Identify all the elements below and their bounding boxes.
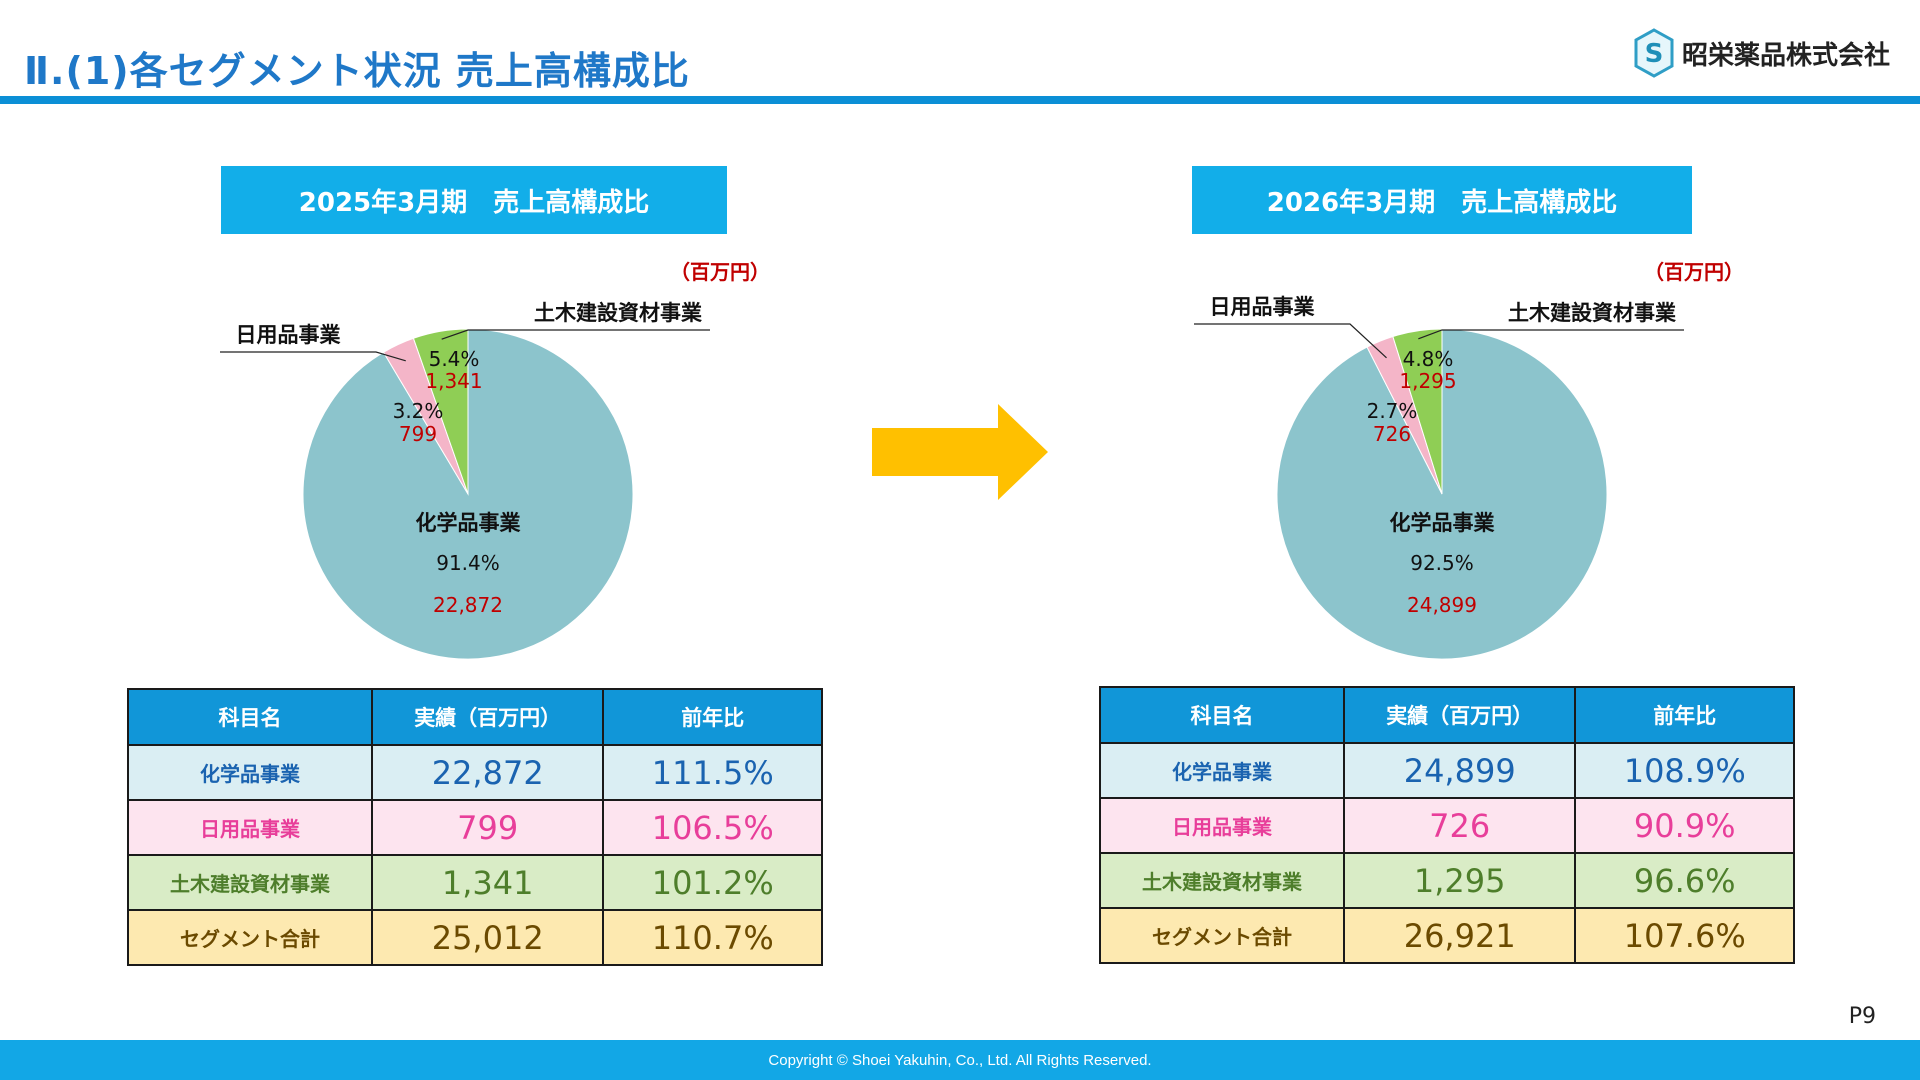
callout-label-daily: 日用品事業 xyxy=(236,323,342,347)
cell-result: 1,295 xyxy=(1342,852,1577,909)
leader-line-daily xyxy=(1194,323,1387,359)
col-header-name: 科目名 xyxy=(127,688,373,746)
footer-copyright: Copyright © Shoei Yakuhin, Co., Ltd. All… xyxy=(0,1040,1920,1080)
col-header-result: 実績（百万円） xyxy=(370,688,605,746)
cell-result: 26,921 xyxy=(1342,907,1577,964)
cell-name: 土木建設資材事業 xyxy=(127,854,373,911)
table-row-civil: 土木建設資材事業 1,341 101.2% xyxy=(127,854,823,911)
slice-percent-daily: 3.2% xyxy=(393,399,444,423)
page-number: P9 xyxy=(1848,1004,1876,1029)
callout-label-civil: 土木建設資材事業 xyxy=(534,301,703,325)
slice-value-civil: 1,341 xyxy=(425,369,482,393)
table-row-daily: 日用品事業 799 106.5% xyxy=(127,799,823,856)
cell-name: 日用品事業 xyxy=(127,799,373,856)
slice-label-chem: 化学品事業 xyxy=(1390,511,1496,535)
slice-value-civil: 1,295 xyxy=(1399,369,1456,393)
table-row-total: セグメント合計 26,921 107.6% xyxy=(1099,907,1795,964)
slice-value-chem: 24,899 xyxy=(1407,593,1477,617)
table-row-total: セグメント合計 25,012 110.7% xyxy=(127,909,823,966)
page-title: Ⅱ.(1)各セグメント状況 売上高構成比 xyxy=(24,49,690,93)
svg-text:S: S xyxy=(1645,39,1664,69)
slice-value-chem: 22,872 xyxy=(433,593,503,617)
segment-table-2026: 科目名 実績（百万円） 前年比 化学品事業 24,899 108.9% 日用品事… xyxy=(1099,686,1795,964)
col-header-yoy: 前年比 xyxy=(1574,686,1795,744)
unit-label-2026: （百万円） xyxy=(1644,260,1744,284)
col-header-name: 科目名 xyxy=(1099,686,1345,744)
chart-title-2025: 2025年3月期 売上高構成比 xyxy=(221,166,727,234)
slice-percent-daily: 2.7% xyxy=(1367,399,1418,423)
cell-yoy: 107.6% xyxy=(1574,907,1795,964)
company-logo: S 昭栄薬品株式会社 xyxy=(1634,28,1890,78)
cell-yoy: 110.7% xyxy=(602,909,823,966)
cell-result: 25,012 xyxy=(370,909,605,966)
col-header-result: 実績（百万円） xyxy=(1342,686,1577,744)
table-row-chem: 化学品事業 24,899 108.9% xyxy=(1099,742,1795,799)
pie-chart-2025: 化学品事業 91.4% 22,872 5.4%1,341 3.2%799 土木建設資材事業… xyxy=(220,301,710,660)
leader-line-daily xyxy=(220,351,406,362)
cell-yoy: 111.5% xyxy=(602,744,823,801)
slice-percent-chem: 92.5% xyxy=(1410,551,1474,575)
cell-name: 化学品事業 xyxy=(1099,742,1345,799)
header-divider xyxy=(0,96,1920,104)
callout-label-civil: 土木建設資材事業 xyxy=(1508,301,1677,325)
segment-table-2025: 科目名 実績（百万円） 前年比 化学品事業 22,872 111.5% 日用品事… xyxy=(127,688,823,966)
col-header-yoy: 前年比 xyxy=(602,688,823,746)
cell-name: セグメント合計 xyxy=(1099,907,1345,964)
slice-percent-chem: 91.4% xyxy=(436,551,500,575)
right-arrow-icon xyxy=(872,404,1048,500)
table-header-row: 科目名 実績（百万円） 前年比 xyxy=(1099,686,1795,744)
cell-name: セグメント合計 xyxy=(127,909,373,966)
table-row-daily: 日用品事業 726 90.9% xyxy=(1099,797,1795,854)
cell-result: 22,872 xyxy=(370,744,605,801)
chart-title-2026: 2026年3月期 売上高構成比 xyxy=(1192,166,1692,234)
cell-name: 土木建設資材事業 xyxy=(1099,852,1345,909)
table-row-civil: 土木建設資材事業 1,295 96.6% xyxy=(1099,852,1795,909)
cell-yoy: 108.9% xyxy=(1574,742,1795,799)
pie-slice-civil xyxy=(1392,328,1443,495)
cell-result: 24,899 xyxy=(1342,742,1577,799)
cell-yoy: 101.2% xyxy=(602,854,823,911)
leader-line-civil xyxy=(1418,329,1684,340)
cell-yoy: 96.6% xyxy=(1574,852,1795,909)
table-header-row: 科目名 実績（百万円） 前年比 xyxy=(127,688,823,746)
cell-result: 1,341 xyxy=(370,854,605,911)
company-name: 昭栄薬品株式会社 xyxy=(1681,40,1890,71)
cell-yoy: 106.5% xyxy=(602,799,823,856)
cell-result: 726 xyxy=(1342,797,1577,854)
leader-line-civil xyxy=(441,329,710,340)
cell-name: 化学品事業 xyxy=(127,744,373,801)
slice-percent-civil: 5.4% xyxy=(429,347,480,371)
slice-value-daily: 726 xyxy=(1373,422,1411,446)
pie-slice-civil xyxy=(412,328,469,495)
callout-label-daily: 日用品事業 xyxy=(1210,295,1316,319)
slice-label-chem: 化学品事業 xyxy=(416,511,522,535)
slice-value-daily: 799 xyxy=(399,422,437,446)
cell-name: 日用品事業 xyxy=(1099,797,1345,854)
slice-percent-civil: 4.8% xyxy=(1403,347,1454,371)
table-row-chem: 化学品事業 22,872 111.5% xyxy=(127,744,823,801)
cell-yoy: 90.9% xyxy=(1574,797,1795,854)
unit-label-2025: （百万円） xyxy=(670,260,770,284)
cell-result: 799 xyxy=(370,799,605,856)
company-s-hexagon-icon: S xyxy=(1634,28,1674,78)
pie-chart-2026: 化学品事業 92.5% 24,899 4.8%1,295 2.7%726 土木建設資材事業… xyxy=(1194,295,1684,660)
